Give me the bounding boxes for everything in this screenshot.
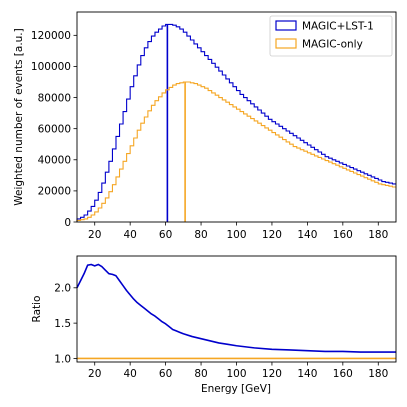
legend-box [269, 15, 393, 57]
ratio-x-ticks: 20 40 60 80 100 120 140 160 180 [88, 362, 388, 380]
ratio-y-ticks: 1.0 1.5 2.0 [54, 283, 77, 365]
histogram-x-tick-label: 60 [159, 229, 172, 241]
legend-swatch-magic-only [275, 38, 297, 49]
histogram-y-tick-label: 80000 [38, 92, 71, 104]
legend-swatch-magic-lst1 [275, 20, 297, 31]
ratio-x-tick-label: 160 [333, 368, 353, 380]
histogram-series-1 [76, 81, 396, 222]
legend-label-magic-only: MAGIC-only [302, 39, 363, 51]
histogram-x-tick-label: 140 [297, 229, 317, 241]
ratio-x-tick-label: 100 [226, 368, 246, 380]
histogram-x-tick-label: 100 [226, 229, 246, 241]
ratio-plot-area [76, 263, 396, 360]
histogram-y-tick-label: 100000 [31, 61, 71, 73]
histogram-x-ticks: 20 40 60 80 100 120 140 160 180 [88, 222, 388, 241]
histogram-x-tick-label: 180 [368, 229, 388, 241]
histogram-x-tick-label: 160 [333, 229, 353, 241]
ratio-x-tick-label: 40 [123, 368, 136, 380]
ratio-y-tick-label: 2.0 [54, 283, 71, 295]
histogram-x-tick-label: 80 [194, 229, 207, 241]
ratio-x-tick-label: 140 [297, 368, 317, 380]
histogram-y-axis-label: Weighted number of events [a.u.] [13, 28, 25, 206]
legend-label-magic-lst1: MAGIC+LST-1 [302, 21, 374, 33]
ratio-y-tick-label: 1.5 [54, 318, 71, 330]
histogram-x-tick-label: 20 [88, 229, 101, 241]
histogram-panel: 20 40 60 80 100 120 140 160 180 0 20000 40000 60000… [13, 11, 397, 241]
histogram-y-tick-label: 40000 [38, 155, 71, 167]
histogram-y-tick-label: 120000 [31, 30, 71, 42]
ratio-x-tick-label: 120 [262, 368, 282, 380]
histogram-x-tick-label: 120 [262, 229, 282, 241]
histogram-y-tick-label: 60000 [38, 123, 71, 135]
ratio-x-axis-label: Energy [GeV] [201, 383, 271, 395]
ratio-x-tick-label: 180 [368, 368, 388, 380]
ratio-y-axis-label: Ratio [31, 296, 43, 323]
ratio-x-tick-label: 80 [194, 368, 207, 380]
histogram-x-tick-label: 40 [123, 229, 136, 241]
ratio-series-0 [76, 263, 396, 353]
histogram-y-tick-label: 0 [64, 217, 71, 229]
histogram-series-0 [76, 23, 396, 222]
ratio-panel: 20 40 60 80 100 120 140 160 180 1.01.52.0 Ratio … [31, 255, 397, 395]
ratio-x-tick-label: 60 [159, 368, 172, 380]
histogram-plot-area [76, 23, 396, 222]
legend: MAGIC+LST-1 MAGIC-only [269, 15, 393, 57]
histogram-y-tick-label: 20000 [38, 186, 71, 198]
histogram-y-ticks: 0 20000 40000 60000 80000 100000 120000 [31, 30, 77, 229]
ratio-x-tick-label: 20 [88, 368, 101, 380]
ratio-y-tick-label: 1.0 [54, 353, 71, 365]
